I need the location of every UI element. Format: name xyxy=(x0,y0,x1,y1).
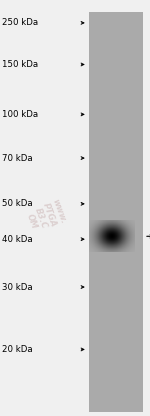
Text: 50 kDa: 50 kDa xyxy=(2,199,32,208)
Text: 100 kDa: 100 kDa xyxy=(2,110,38,119)
Text: 150 kDa: 150 kDa xyxy=(2,60,38,69)
Text: 20 kDa: 20 kDa xyxy=(2,345,32,354)
Text: www.
PTGA
B3.C
OM: www. PTGA B3.C OM xyxy=(23,198,67,235)
Text: 70 kDa: 70 kDa xyxy=(2,154,32,163)
Text: 30 kDa: 30 kDa xyxy=(2,282,32,292)
Text: 40 kDa: 40 kDa xyxy=(2,235,32,244)
Bar xyxy=(89,12,142,412)
Text: 250 kDa: 250 kDa xyxy=(2,18,38,27)
